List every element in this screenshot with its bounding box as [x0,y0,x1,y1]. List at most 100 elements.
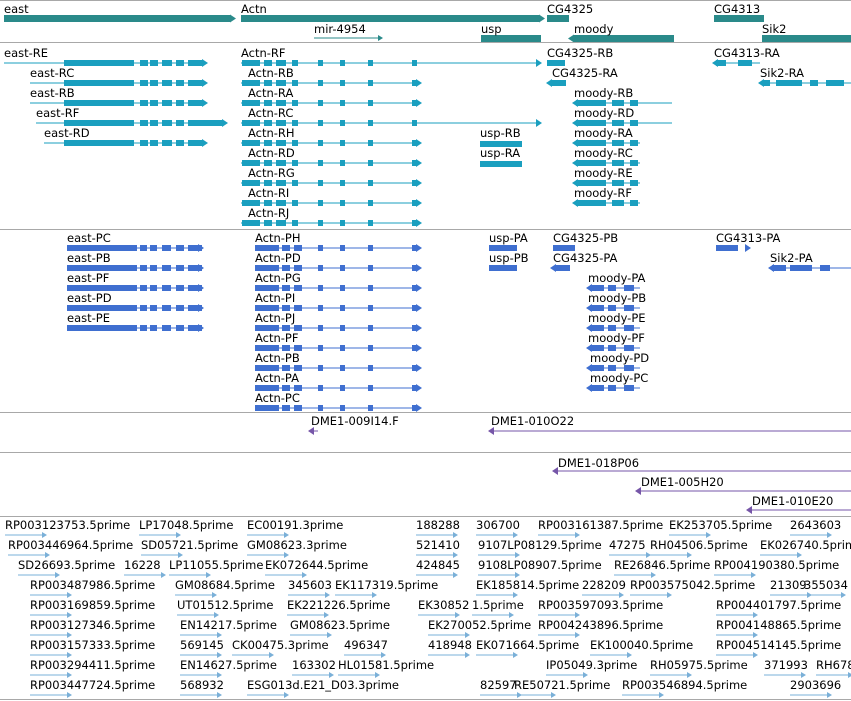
transcript-label[interactable]: CG4313-RA [714,46,780,60]
est-label[interactable]: RP003161387.5prime [538,518,664,532]
est-label[interactable]: RP003123753.5prime [5,518,131,532]
protein-label[interactable]: Actn-PD [255,251,301,265]
protein-label[interactable]: moody-PE [588,311,646,325]
protein-label[interactable]: Actn-PA [255,371,300,385]
est-label[interactable]: RP003157333.5prime [30,638,156,652]
est-label[interactable]: EK185814.5prime [476,578,580,592]
est-label[interactable]: EK117319.5prime [335,578,439,592]
est-label[interactable]: IP05049.3prime [546,658,638,672]
est-label[interactable]: RH678 [816,658,851,672]
est-label[interactable]: 47275 [609,538,646,552]
gene-label[interactable]: Actn [241,2,267,16]
transcript-label[interactable]: Actn-RB [248,66,294,80]
transcript-label[interactable]: moody-RC [574,146,633,160]
transcript-label[interactable]: east-RD [44,126,90,140]
est-label[interactable]: 2643603 [790,518,842,532]
est-label[interactable]: EN14627.5prime [180,658,277,672]
protein-label[interactable]: Actn-PG [255,271,301,285]
transcript-label[interactable]: Sik2-RA [760,66,805,80]
transcript-label[interactable]: Actn-RC [248,106,294,120]
est-label[interactable]: RP003127346.5prime [30,618,156,632]
transcript-label[interactable]: moody-RD [574,106,635,120]
est-label[interactable]: 163302 [292,658,336,672]
est-label[interactable]: 228209 [582,578,626,592]
est-label[interactable]: HL01581.5prime [338,658,435,672]
protein-label[interactable]: CG4325-PA [553,251,618,265]
transcript-label[interactable]: east-RB [30,86,75,100]
est-label[interactable]: 496347 [344,638,388,652]
est-label[interactable]: RP003446964.5prime [8,538,134,552]
gene-label[interactable]: CG4313 [714,2,761,16]
est-label[interactable]: SD26693.5prime [18,558,116,572]
gene-label[interactable]: Sik2 [762,22,787,36]
clone-label[interactable]: DME1-010O22 [491,414,575,428]
protein-label[interactable]: east-PF [67,271,110,285]
protein-label[interactable]: moody-PF [588,331,645,345]
est-label[interactable]: 306700 [476,518,520,532]
est-label[interactable]: ESG013d.E21_D03.3prime [247,678,399,692]
transcript-label[interactable]: moody-RB [574,86,634,100]
est-label[interactable]: RP004190380.5prime [714,558,840,572]
transcript-label[interactable]: Actn-RA [248,86,294,100]
est-label[interactable]: EK253705.5prime [669,518,773,532]
protein-label[interactable]: usp-PA [489,231,528,245]
est-label[interactable]: 355034 [804,578,848,592]
transcript-label[interactable]: Actn-RG [248,166,295,180]
transcript-label[interactable]: Actn-RI [248,186,290,200]
est-label[interactable]: RP003447724.5prime [30,678,156,692]
transcript-label[interactable]: moody-RE [574,166,633,180]
transcript-label[interactable]: east-RE [4,46,49,60]
est-label[interactable]: 418948 [428,638,472,652]
est-label[interactable]: RP003575042.5prime [630,578,756,592]
protein-label[interactable]: Sik2-PA [770,251,813,265]
est-label[interactable]: RH04506.5prime [650,538,748,552]
clone-label[interactable]: DME1-018P06 [558,456,640,470]
est-label[interactable]: RE26846.5prime [614,558,711,572]
est-label[interactable]: 424845 [416,558,460,572]
est-label[interactable]: 521410 [416,538,460,552]
transcript-label[interactable]: Actn-RF [241,46,286,60]
protein-label[interactable]: east-PE [67,311,110,325]
est-label[interactable]: GM08684.5prime [175,578,275,592]
transcript-label[interactable]: Actn-RH [248,126,295,140]
est-label[interactable]: EK071664.5prime [476,638,580,652]
est-label[interactable]: 16228 [124,558,161,572]
est-label[interactable]: EK072644.5prime [265,558,369,572]
transcript-label[interactable]: usp-RB [480,126,521,140]
est-label[interactable]: 1.5prime [472,598,524,612]
gene-label[interactable]: moody [574,22,614,36]
protein-label[interactable]: moody-PD [590,351,650,365]
protein-label[interactable]: moody-PB [588,291,647,305]
est-label[interactable]: 2903696 [790,678,842,692]
est-label[interactable]: EK30852 [418,598,470,612]
est-label[interactable]: 569145 [180,638,224,652]
est-label[interactable]: EC00191.3prime [247,518,344,532]
clone-label[interactable]: DME1-005H20 [641,475,724,489]
est-label[interactable]: RP003169859.5prime [30,598,156,612]
transcript-label[interactable]: moody-RF [574,186,632,200]
est-label[interactable]: RP003487986.5prime [30,578,156,592]
transcript-label[interactable]: CG4325-RB [547,46,614,60]
est-label[interactable]: SD05721.5prime [141,538,239,552]
est-label[interactable]: RP003294411.5prime [30,658,156,672]
est-label[interactable]: RP004243896.5prime [538,618,664,632]
transcript-label[interactable]: CG4325-RA [552,66,618,80]
protein-label[interactable]: Actn-PF [255,331,299,345]
est-label[interactable]: EK100040.5prime [590,638,694,652]
est-label[interactable]: 188288 [416,518,460,532]
transcript-label[interactable]: usp-RA [480,146,521,160]
protein-label[interactable]: usp-PB [489,251,529,265]
est-label[interactable]: LP11055.5prime [169,558,264,572]
est-label[interactable]: 21309 [770,578,807,592]
est-label[interactable]: LP17048.5prime [139,518,234,532]
transcript-label[interactable]: east-RC [30,66,75,80]
protein-label[interactable]: Actn-PB [255,351,300,365]
est-label[interactable]: UT01512.5prime [177,598,274,612]
est-label[interactable]: RP004514145.5prime [716,638,842,652]
est-label[interactable]: RP003597093.5prime [538,598,664,612]
clone-label[interactable]: DME1-009I14.F [311,414,399,428]
est-label[interactable]: 9107LP08129.5prime [478,538,602,552]
protein-label[interactable]: Actn-PI [255,291,296,305]
transcript-label[interactable]: east-RF [36,106,80,120]
